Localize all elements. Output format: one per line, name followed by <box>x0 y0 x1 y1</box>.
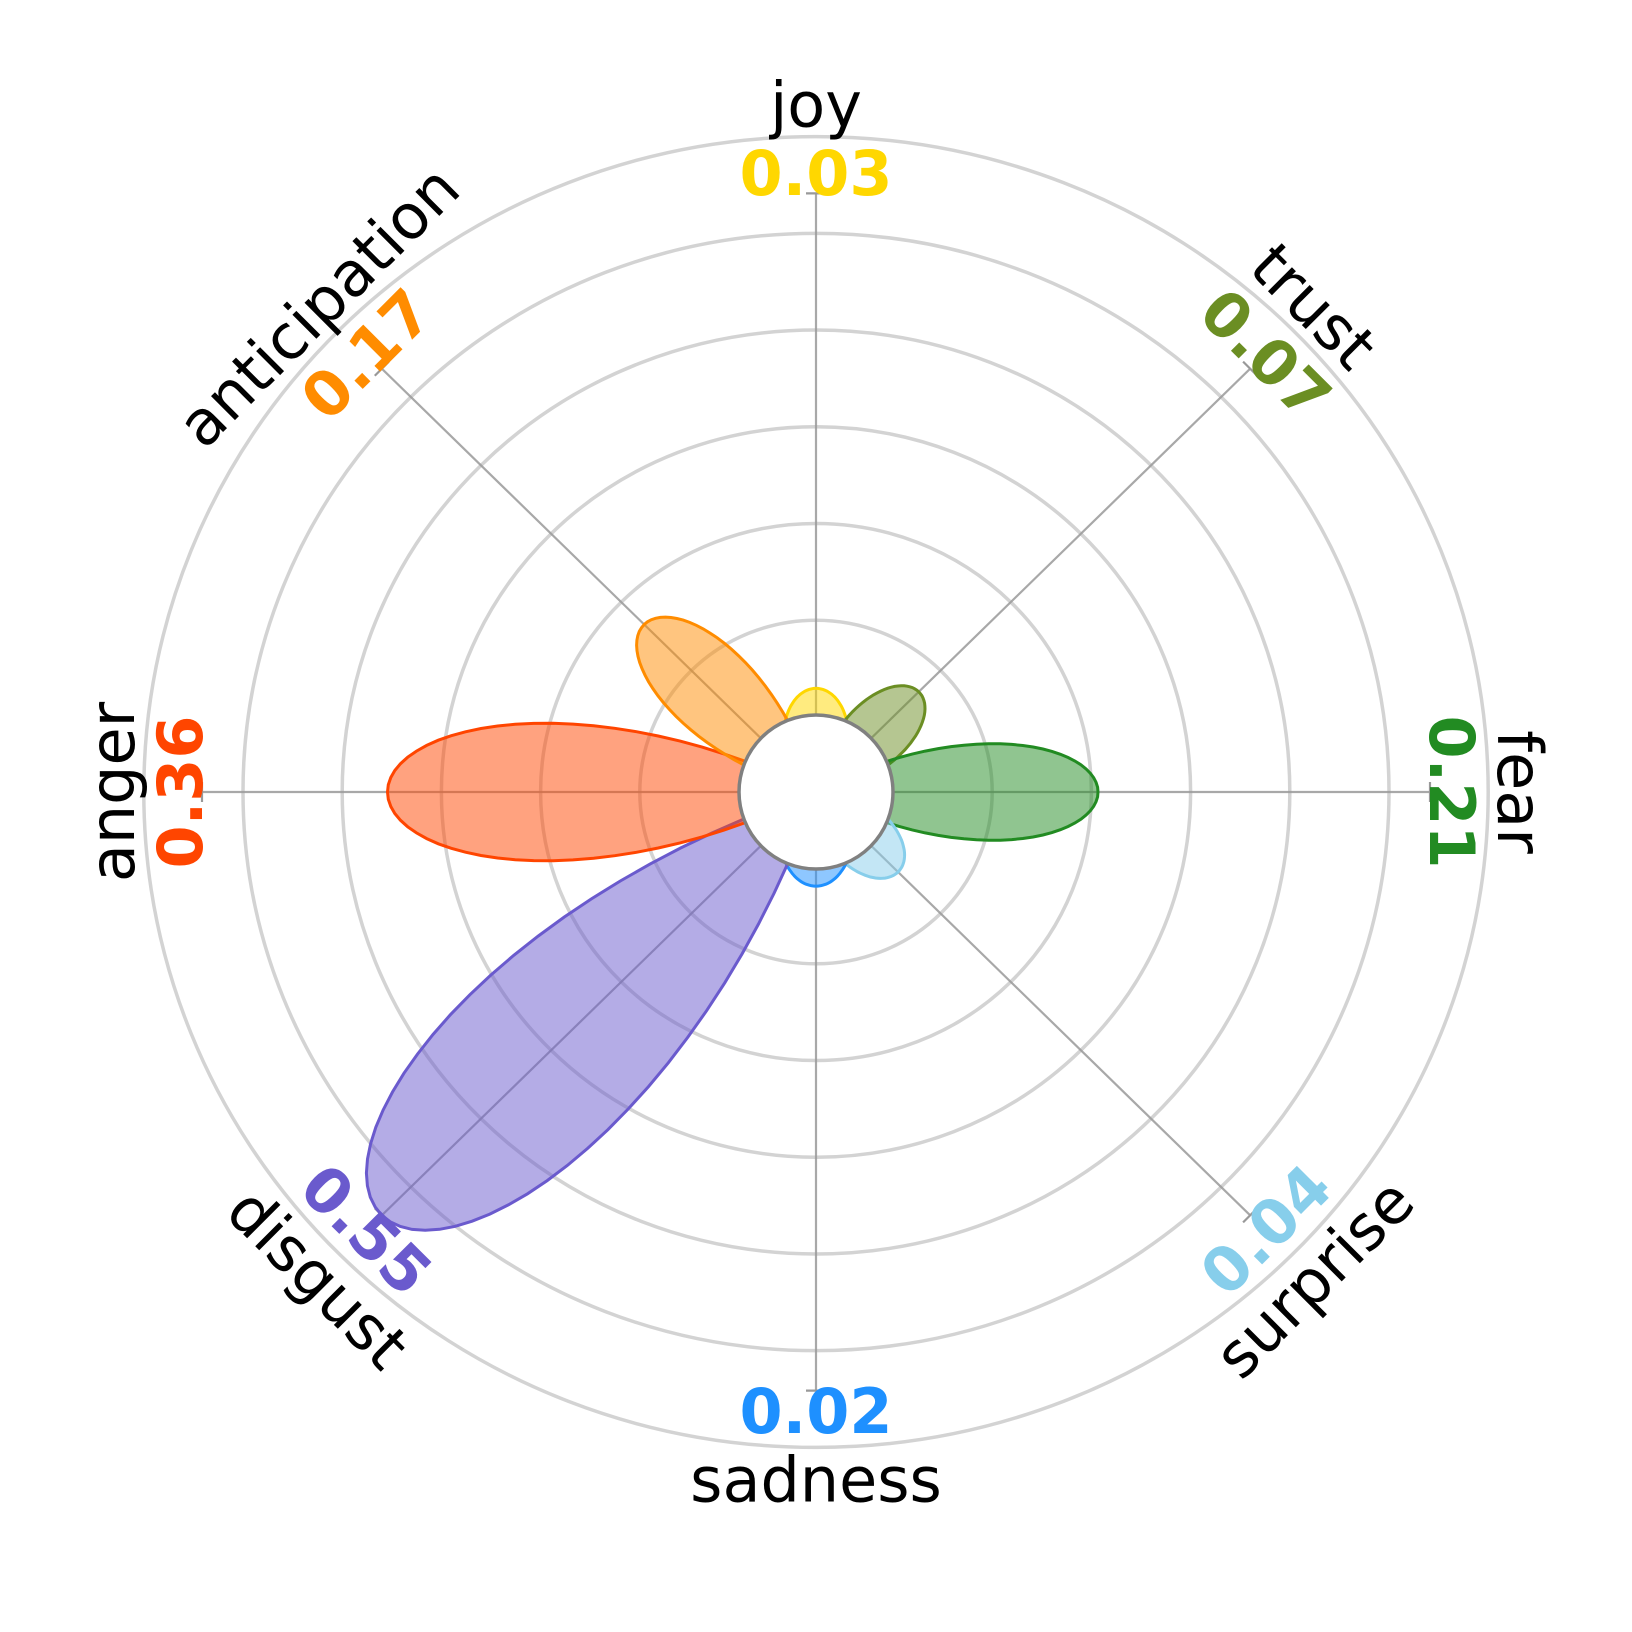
value-label-anger: 0.36 <box>144 716 217 869</box>
label-group-trust: trust0.07 <box>1186 226 1394 434</box>
grid-ring-6 <box>142 134 1490 1450</box>
label-joy: joy <box>768 68 862 141</box>
petal-anger <box>385 721 748 863</box>
petal-surprise <box>841 816 907 880</box>
petal-fear <box>884 742 1100 842</box>
value-label-fear: 0.21 <box>1415 716 1488 869</box>
axis-tick-surprise <box>1242 1207 1259 1224</box>
axis-line-trust <box>869 367 1251 740</box>
category-label: 0.04surprise <box>1152 1116 1428 1392</box>
label-sadness: sadness <box>690 1443 942 1516</box>
center-hole <box>737 713 895 871</box>
value-label-sadness: 0.02 <box>740 1375 893 1448</box>
category-label: anger0.36 <box>75 701 216 882</box>
petal-joy <box>782 686 850 725</box>
label-group-surprise: 0.04surprise <box>1152 1116 1428 1392</box>
label-group-joy: joy 0.03 <box>740 68 893 209</box>
axis-tick-trust <box>1242 360 1259 377</box>
label-anger: anger <box>75 701 148 882</box>
axis-line-surprise <box>869 844 1251 1217</box>
label-group-sadness: 0.02 sadness <box>690 1375 942 1516</box>
label-group-fear: fear0.21 <box>1415 716 1556 869</box>
category-label: trust0.07 <box>1186 226 1394 434</box>
label-group-anticipation: anticipation0.17 <box>163 151 522 510</box>
label-group-anger: anger0.36 <box>75 701 216 882</box>
petal-disgust <box>364 817 791 1232</box>
axis-tick-anticipation <box>373 360 390 377</box>
category-label: 0.02 sadness <box>690 1375 942 1516</box>
petal-trust <box>841 684 927 768</box>
value-label-joy: 0.03 <box>740 136 893 209</box>
petals <box>364 615 1100 1232</box>
category-label: anticipation0.17 <box>163 151 522 510</box>
category-label: joy 0.03 <box>740 68 893 209</box>
petal-anticipation <box>635 615 791 767</box>
label-fear: fear <box>1484 730 1557 854</box>
category-label: fear0.21 <box>1415 716 1556 869</box>
